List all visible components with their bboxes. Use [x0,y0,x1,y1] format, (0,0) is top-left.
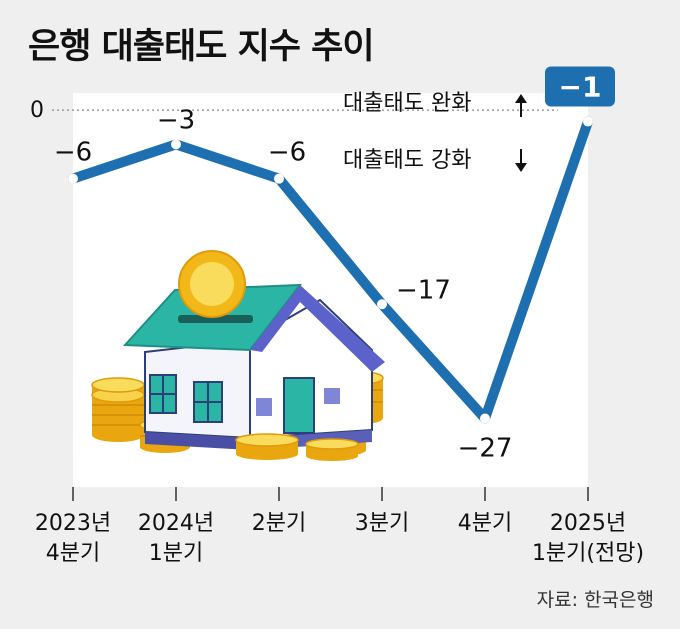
series-line [68,116,593,424]
x-tick-label: 3분기 [355,511,409,536]
data-point [274,173,284,184]
x-tick-label: 1분기 [149,541,203,566]
data-label: −6 [268,138,306,168]
x-tick-label: 4분기 [46,541,100,566]
data-label: −3 [157,105,195,135]
zero-axis-label: 0 [30,98,44,123]
data-point [171,139,181,150]
data-point [377,299,387,310]
data-point [583,116,593,127]
tightening-annotation: 대출태도 강화 [343,148,471,173]
x-tick-label: 2025년 [550,511,626,536]
x-tick-label: 2023년 [35,511,111,536]
data-label: −6 [54,138,92,168]
data-label: −1 [559,71,602,104]
highlight-badge [545,66,615,107]
easing-annotation: 대출태도 완화 [343,91,471,116]
data-label: −27 [458,433,513,463]
data-point [480,413,490,424]
arrow-down-icon [515,149,527,172]
arrow-up-icon [515,94,527,117]
x-tick-label: 2024년 [138,511,214,536]
x-tick-label: 1분기(전망) [532,541,644,566]
data-point [68,173,78,184]
chart-title: 은행 대출태도 지수 추이 [28,27,375,67]
source-note: 자료: 한국은행 [536,589,654,611]
house-with-coins-icon [91,250,385,461]
x-tick-label: 2분기 [252,511,306,536]
x-tick-label: 4분기 [458,511,512,536]
data-label: −17 [396,275,451,305]
